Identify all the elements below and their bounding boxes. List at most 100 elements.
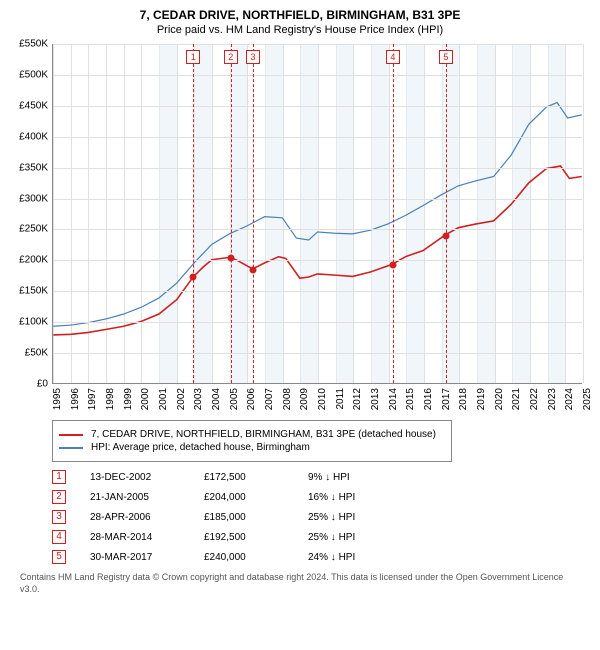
gridline-h	[53, 199, 582, 200]
event-badge: 3	[246, 50, 260, 64]
gridline-h	[53, 260, 582, 261]
sale-marker	[442, 232, 449, 239]
row-date: 28-MAR-2014	[90, 532, 180, 543]
table-row: 530-MAR-2017£240,00024% ↓ HPI	[52, 550, 584, 564]
legend-item: HPI: Average price, detached house, Birm…	[59, 442, 445, 453]
row-diff: 24% ↓ HPI	[308, 552, 388, 563]
legend-label: 7, CEDAR DRIVE, NORTHFIELD, BIRMINGHAM, …	[91, 429, 436, 440]
event-badge: 5	[439, 50, 453, 64]
event-line	[393, 44, 394, 383]
x-tick-label: 2015	[405, 388, 416, 410]
chart-area: £0£50K£100K£150K£200K£250K£300K£350K£400…	[8, 44, 588, 414]
gridline-h	[53, 137, 582, 138]
chart-container: 7, CEDAR DRIVE, NORTHFIELD, BIRMINGHAM, …	[0, 0, 600, 650]
legend-swatch	[59, 434, 83, 436]
row-diff: 16% ↓ HPI	[308, 492, 388, 503]
x-tick-label: 2011	[335, 388, 346, 410]
x-tick-label: 2013	[370, 388, 381, 410]
y-tick-label: £500K	[19, 69, 48, 80]
plot-region: 12345	[52, 44, 582, 384]
y-tick-label: £400K	[19, 131, 48, 142]
y-tick-label: £350K	[19, 162, 48, 173]
x-tick-label: 2005	[229, 388, 240, 410]
x-tick-label: 2020	[494, 388, 505, 410]
x-tick-label: 2003	[193, 388, 204, 410]
row-diff: 9% ↓ HPI	[308, 472, 388, 483]
x-tick-label: 2024	[564, 388, 575, 410]
row-price: £172,500	[204, 472, 284, 483]
event-line	[193, 44, 194, 383]
table-row: 2 21-JAN-2005 £204,000 16% ↓ HPI	[52, 490, 584, 504]
x-tick-label: 2008	[282, 388, 293, 410]
x-tick-label: 2016	[423, 388, 434, 410]
row-badge: 2	[52, 490, 66, 504]
x-tick-label: 2021	[511, 388, 522, 410]
gridline-h	[53, 168, 582, 169]
x-tick-label: 1996	[70, 388, 81, 410]
sales-table: 1 13-DEC-2002 £172,500 9% ↓ HPI 2 21-JAN-2005…	[52, 470, 584, 564]
y-tick-label: £50K	[25, 348, 48, 359]
gridline-h	[53, 322, 582, 323]
y-tick-label: £200K	[19, 255, 48, 266]
sale-marker	[227, 254, 234, 261]
y-tick-label: £550K	[19, 39, 48, 50]
row-diff: 25% ↓ HPI	[308, 532, 388, 543]
row-date: 13-DEC-2002	[90, 472, 180, 483]
x-tick-label: 2025	[582, 388, 593, 410]
table-row: 4 28-MAR-2014 £192,500 25% ↓ HPI	[52, 530, 584, 544]
event-badge: 2	[224, 50, 238, 64]
row-date: 28-APR-2006	[90, 512, 180, 523]
x-tick-label: 2014	[388, 388, 399, 410]
row-badge: 5	[52, 550, 66, 564]
x-tick-label: 1999	[123, 388, 134, 410]
y-tick-label: £450K	[19, 100, 48, 111]
x-tick-label: 2018	[458, 388, 469, 410]
x-tick-label: 2023	[547, 388, 558, 410]
legend-item: 7, CEDAR DRIVE, NORTHFIELD, BIRMINGHAM, …	[59, 429, 445, 440]
x-tick-label: 2010	[317, 388, 328, 410]
y-tick-label: £150K	[19, 286, 48, 297]
row-price: £204,000	[204, 492, 284, 503]
sale-marker	[389, 262, 396, 269]
x-tick-label: 2017	[441, 388, 452, 410]
legend-label: HPI: Average price, detached house, Birm…	[91, 442, 310, 453]
legend-swatch	[59, 447, 83, 449]
series-line	[53, 166, 581, 335]
x-tick-label: 2009	[299, 388, 310, 410]
gridline-h	[53, 353, 582, 354]
y-tick-label: £250K	[19, 224, 48, 235]
sale-marker	[190, 274, 197, 281]
table-row: 328-APR-2006£185,00025% ↓ HPI	[52, 510, 584, 524]
x-tick-label: 1998	[105, 388, 116, 410]
row-price: £192,500	[204, 532, 284, 543]
gridline-h	[53, 291, 582, 292]
y-tick-label: £0	[37, 379, 48, 390]
sale-marker	[249, 266, 256, 273]
row-badge: 1	[52, 470, 66, 484]
event-line	[446, 44, 447, 383]
legend-box: 7, CEDAR DRIVE, NORTHFIELD, BIRMINGHAM, …	[52, 420, 452, 462]
x-tick-label: 2019	[476, 388, 487, 410]
chart-subtitle: Price paid vs. HM Land Registry's House …	[8, 24, 592, 36]
row-badge: 3	[52, 510, 66, 524]
footer-text: Contains HM Land Registry data © Crown c…	[20, 572, 584, 595]
x-tick-label: 2022	[529, 388, 540, 410]
row-diff: 25% ↓ HPI	[308, 512, 388, 523]
x-tick-label: 2012	[352, 388, 363, 410]
gridline-v	[583, 44, 584, 383]
x-tick-label: 2007	[264, 388, 275, 410]
x-tick-label: 2001	[158, 388, 169, 410]
gridline-h	[53, 75, 582, 76]
x-axis: 1995199619971998199920002001200220032004…	[52, 384, 582, 414]
x-tick-label: 1997	[87, 388, 98, 410]
x-tick-label: 2006	[246, 388, 257, 410]
event-badge: 4	[386, 50, 400, 64]
row-badge: 4	[52, 530, 66, 544]
row-price: £240,000	[204, 552, 284, 563]
gridline-h	[53, 229, 582, 230]
gridline-h	[53, 106, 582, 107]
x-tick-label: 2004	[211, 388, 222, 410]
chart-title: 7, CEDAR DRIVE, NORTHFIELD, BIRMINGHAM, …	[8, 8, 592, 22]
event-badge: 1	[186, 50, 200, 64]
row-date: 21-JAN-2005	[90, 492, 180, 503]
